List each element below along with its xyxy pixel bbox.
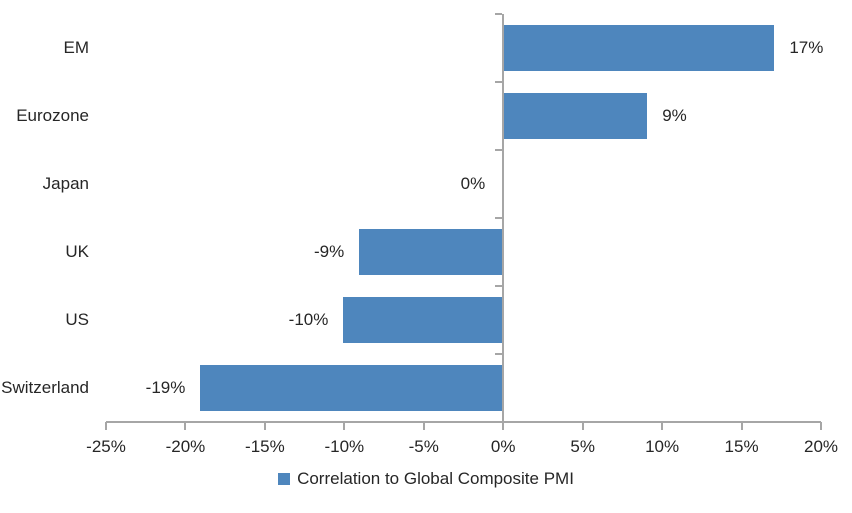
value-axis-tick-label: -15%: [245, 437, 285, 456]
category-label: US: [65, 310, 89, 329]
value-axis-tick: [502, 422, 505, 430]
value-axis-line: [106, 421, 821, 423]
bar: [504, 93, 648, 139]
value-label: -19%: [145, 378, 186, 397]
category-axis-tick: [495, 285, 503, 287]
value-label: -10%: [288, 310, 329, 329]
category-label: Switzerland: [1, 378, 89, 397]
value-axis-tick-label: 0%: [490, 437, 516, 456]
category-axis-tick: [495, 217, 503, 219]
value-axis-tick: [820, 422, 822, 430]
category-axis-tick: [495, 81, 503, 83]
legend-marker-icon: [278, 473, 291, 485]
value-axis-tick-label: 20%: [803, 437, 839, 456]
bar: [359, 229, 503, 275]
category-label: Eurozone: [16, 106, 89, 125]
value-axis-tick-label: -20%: [165, 437, 206, 456]
value-label: 0%: [460, 174, 486, 193]
bar: [200, 365, 503, 411]
value-axis-tick-label: -25%: [86, 437, 126, 456]
value-label: 17%: [789, 38, 824, 57]
legend-label: Correlation to Global Composite PMI: [297, 469, 574, 488]
value-axis-tick-label: 5%: [570, 437, 595, 456]
value-axis-tick: [263, 422, 266, 430]
value-axis-tick: [422, 422, 425, 430]
bar: [504, 25, 775, 71]
value-axis-tick: [581, 422, 584, 430]
value-axis-tick-label: -10%: [324, 437, 365, 456]
legend: Correlation to Global Composite PMI: [0, 468, 852, 490]
value-label: -9%: [314, 242, 345, 261]
category-axis-tick: [495, 353, 503, 355]
category-axis-tick: [495, 421, 503, 423]
value-axis-tick: [343, 422, 346, 430]
category-axis-tick: [495, 149, 503, 151]
value-label: 9%: [662, 106, 687, 125]
value-axis-tick: [740, 422, 743, 430]
category-label: Japan: [42, 174, 89, 193]
category-axis-line: [502, 14, 505, 422]
value-axis-tick: [105, 422, 107, 430]
value-axis-tick-label: 15%: [724, 437, 759, 456]
category-label: UK: [65, 242, 89, 261]
category-label: EM: [63, 38, 90, 57]
value-axis-tick: [184, 422, 187, 430]
bar: [343, 297, 503, 343]
value-axis-tick-label: 10%: [645, 437, 680, 456]
value-axis-tick: [661, 422, 664, 430]
category-axis-tick: [495, 13, 503, 15]
value-axis-tick-label: -5%: [408, 437, 439, 456]
